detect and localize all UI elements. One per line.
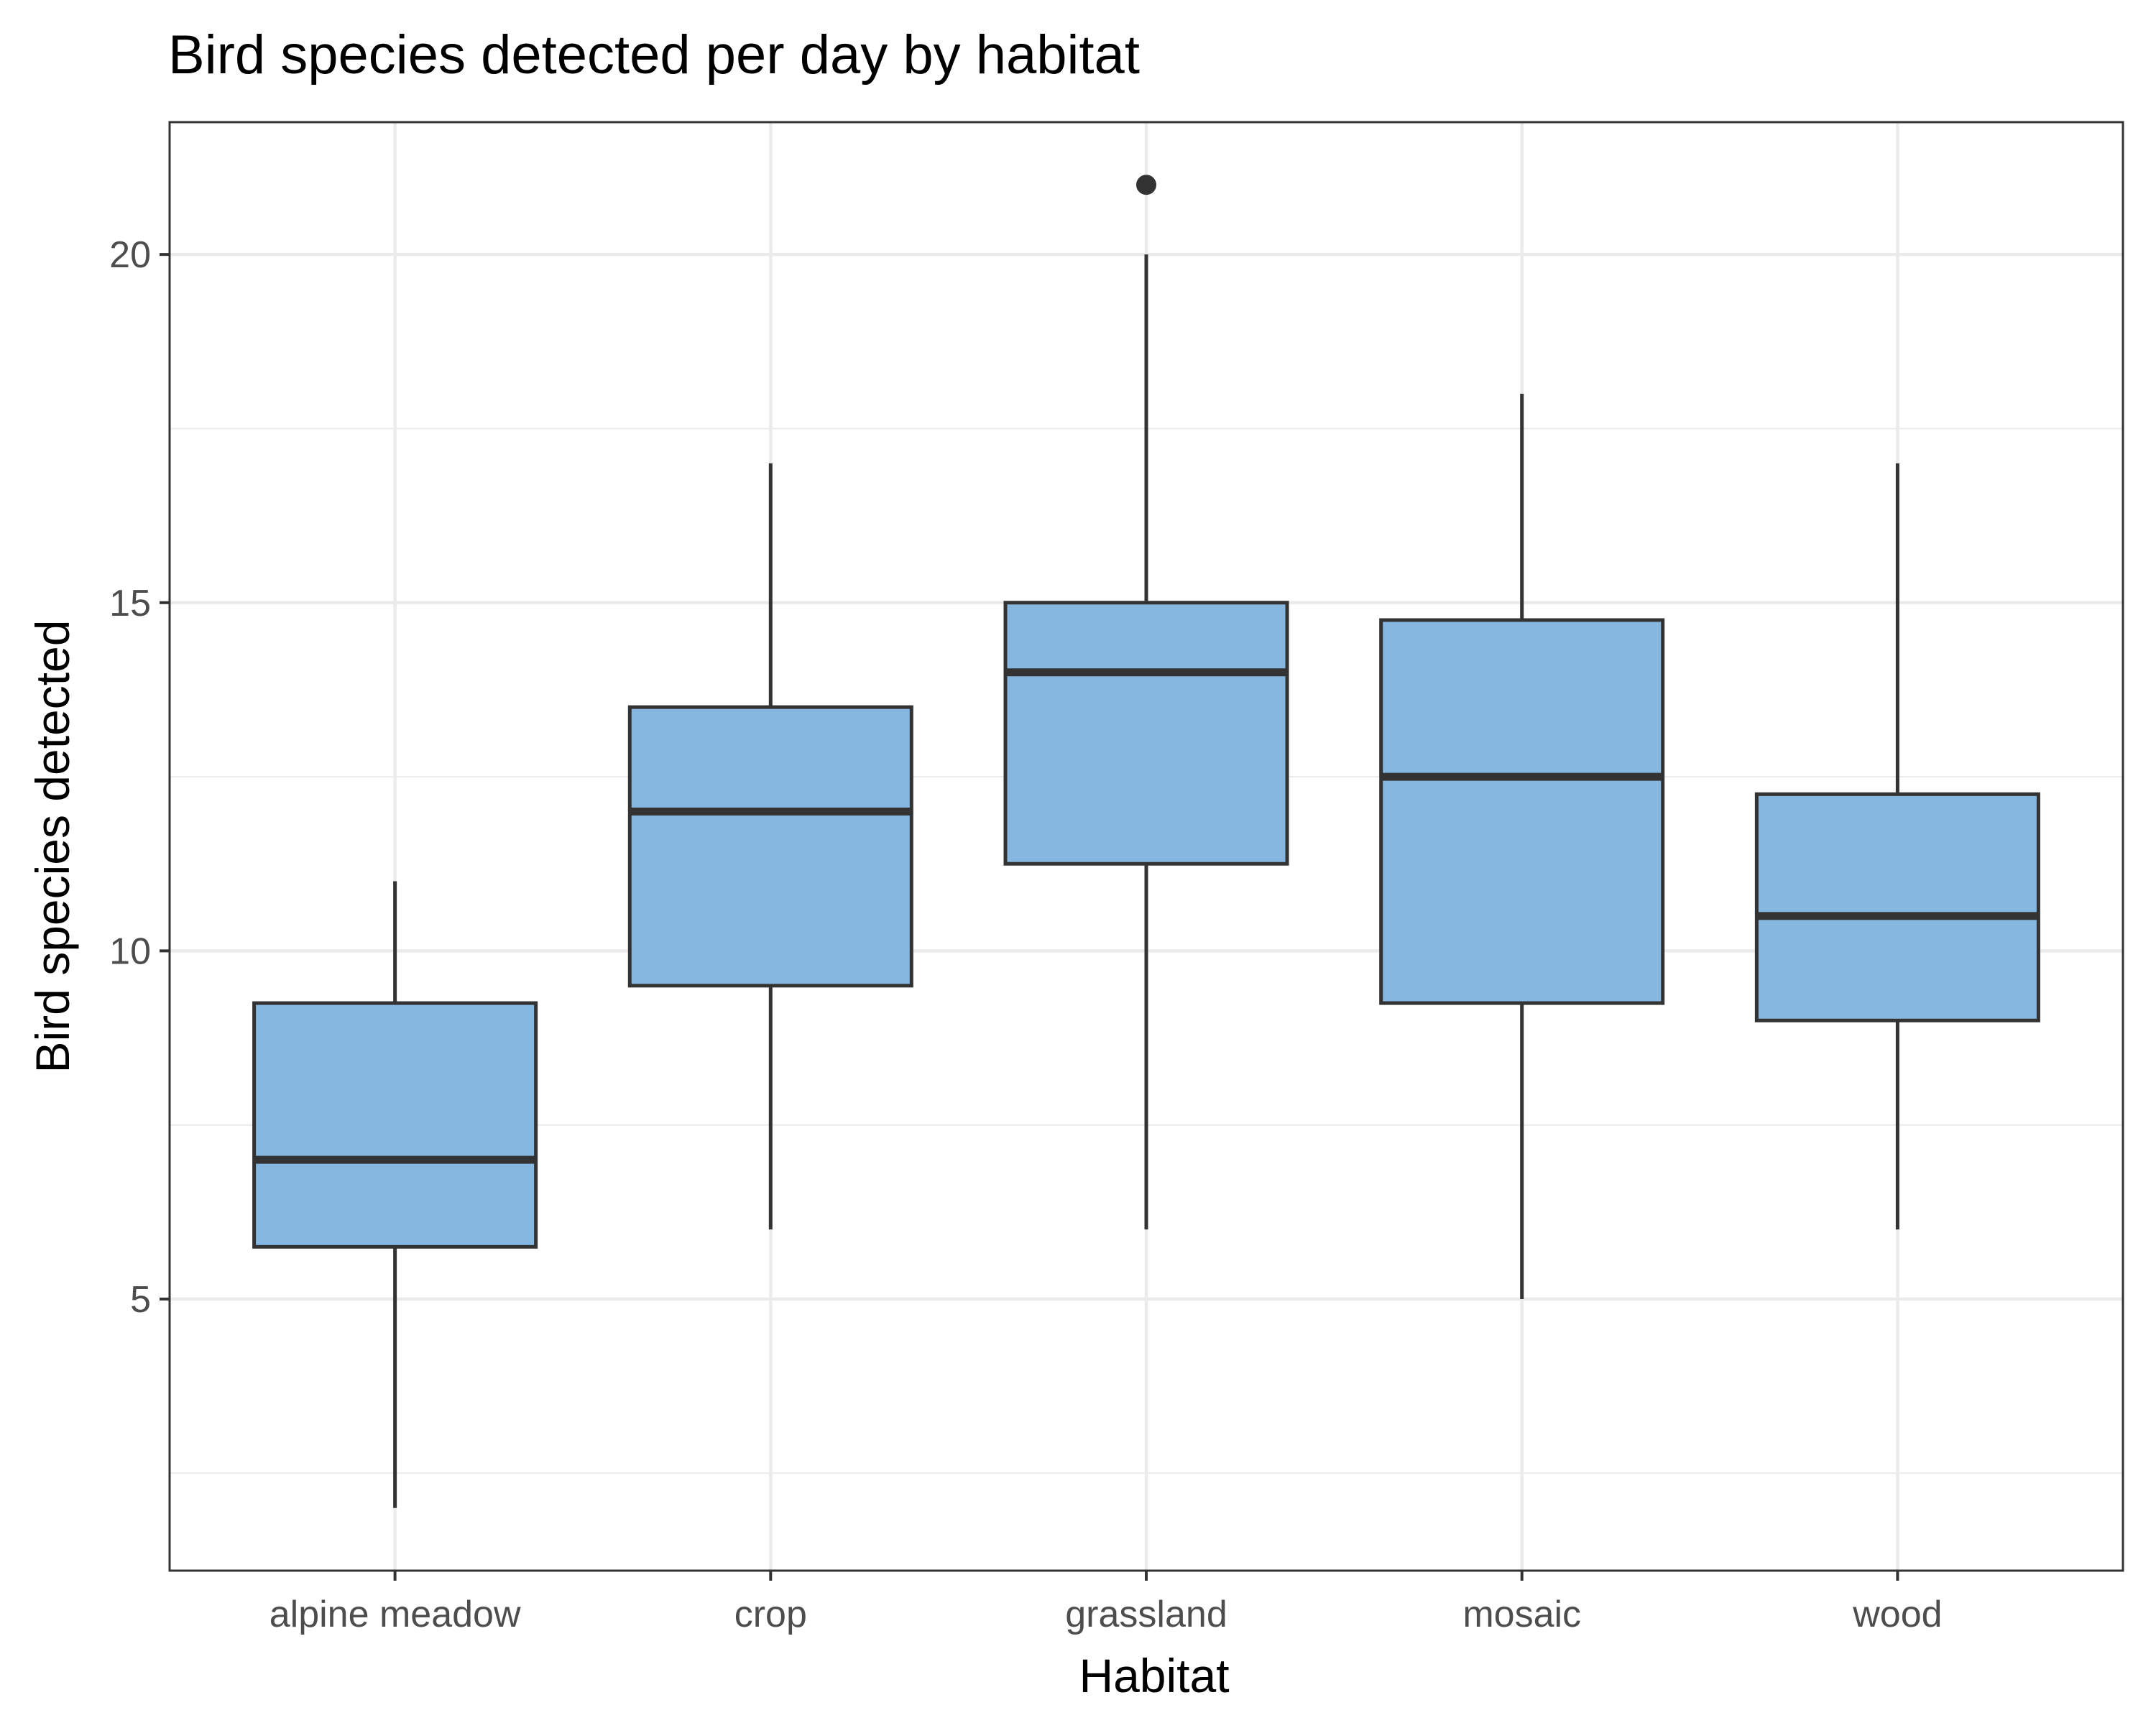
box-alpine-meadow: [252, 881, 538, 1508]
y-tick-label: 5: [130, 1279, 151, 1321]
box-iqr: [1379, 618, 1665, 1005]
x-tick-label: grassland: [1065, 1594, 1227, 1635]
axes: 5 10 15 20 alpine meadow crop grassland mosaic w…: [109, 234, 1942, 1635]
box-iqr: [627, 705, 913, 988]
y-tick-label: 15: [109, 583, 151, 624]
box-iqr: [1003, 601, 1289, 866]
box-crop: [627, 463, 913, 1230]
box-wood: [1754, 463, 2040, 1230]
box-mosaic: [1379, 394, 1665, 1299]
x-tick-label: mosaic: [1462, 1594, 1581, 1635]
x-tick-label: crop: [734, 1594, 807, 1635]
y-tick-label: 20: [109, 234, 151, 276]
chart-title: Bird species detected per day by habitat: [168, 24, 1140, 86]
outlier-point: [1136, 175, 1156, 195]
boxes: [252, 175, 2040, 1508]
y-axis-title: Bird species detected: [26, 619, 79, 1073]
y-tick-label: 10: [109, 930, 151, 972]
box-grassland: [1003, 175, 1289, 1230]
x-tick-label: alpine meadow: [270, 1594, 521, 1635]
x-axis-title: Habitat: [1079, 1649, 1229, 1702]
x-tick-label: wood: [1852, 1594, 1942, 1635]
box-iqr: [252, 1001, 538, 1249]
box-iqr: [1754, 792, 2040, 1022]
